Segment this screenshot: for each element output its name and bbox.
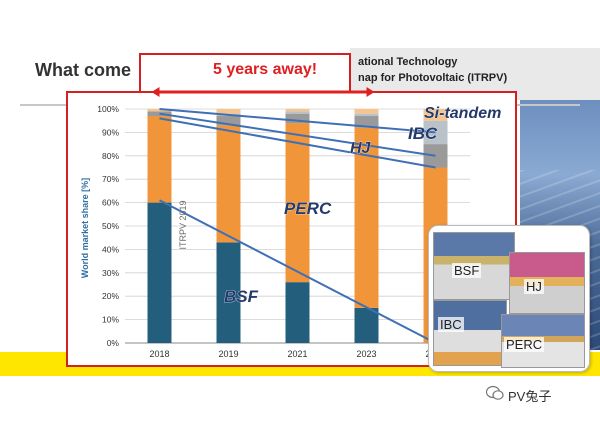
bar-si-tandem-2019 — [216, 109, 241, 114]
bar-si-tandem-2021 — [285, 109, 310, 112]
y-tick-label: 100% — [97, 104, 119, 114]
x-tick-label: 2021 — [287, 349, 307, 359]
y-tick-label: 0% — [107, 338, 120, 348]
callout-text: 5 years away! — [213, 61, 318, 78]
annotation-si-tandem: Si-tandem — [424, 105, 501, 122]
ibc-cell-image: IBC — [433, 300, 507, 366]
trend-line — [159, 199, 436, 344]
hj-cell-image: HJ — [509, 252, 585, 314]
annotation-hj: HJ — [350, 140, 372, 157]
bar-si-tandem-2026 — [423, 109, 448, 121]
roadmap-title-line1: ational Technology — [358, 56, 458, 68]
trend-line — [159, 108, 436, 134]
watermark-text: PV兔子 — [508, 389, 552, 404]
y-tick-label: 80% — [102, 151, 119, 161]
roadmap-title-line2: nap for Photovoltaic (ITRPV) — [358, 72, 508, 84]
bar-perc-2019 — [216, 125, 241, 243]
bar-bsf-2021 — [285, 282, 310, 343]
slide-title: What come — [35, 60, 132, 80]
bar-perc-2021 — [285, 123, 310, 283]
bar-hj-2018 — [147, 111, 172, 117]
bar-si-tandem-2023 — [354, 109, 379, 114]
ibc-cell-label: IBC — [438, 317, 464, 332]
bar-hj-2023 — [354, 116, 379, 128]
bar-bsf-2019 — [216, 242, 241, 343]
y-axis-ticks: 0% 10% 20% 30% 40% 50% 60% 70% 80% 90% 100% — [97, 104, 119, 348]
y-tick-label: 30% — [102, 268, 119, 278]
x-tick-label: 2023 — [356, 349, 376, 359]
x-tick-label: 2018 — [149, 349, 169, 359]
bar-perc-2018 — [147, 116, 172, 203]
bar-hj-2021 — [285, 113, 310, 124]
span-arrow-head-left — [151, 87, 160, 97]
trend-line — [159, 117, 436, 169]
y-tick-label: 90% — [102, 127, 119, 137]
bsf-cell-label: BSF — [452, 263, 482, 278]
y-tick-label: 50% — [102, 221, 119, 231]
hj-cell-label: HJ — [524, 279, 544, 294]
cell-technology-inset: BSF HJ IBC PERC — [428, 225, 590, 372]
y-tick-label: 10% — [102, 315, 119, 325]
y-tick-label: 40% — [102, 244, 119, 254]
y-tick-label: 70% — [102, 174, 119, 184]
span-arrow-head-right — [366, 87, 375, 97]
perc-cell-image: PERC — [501, 314, 585, 368]
bar-si-tandem-2018 — [147, 109, 172, 112]
bsf-cell-image: BSF — [433, 232, 515, 300]
y-axis-label: World market share [%] — [80, 178, 90, 278]
bar-perc-2023 — [354, 127, 379, 308]
bar-ibc-2023 — [354, 113, 379, 117]
perc-cell-label: PERC — [504, 337, 545, 352]
trend-line — [159, 112, 436, 157]
annotation-bsf: BSF — [224, 287, 259, 306]
series-annotations: Si-tandem IBC HJ PERC BSF — [224, 105, 502, 307]
bar-bsf-2023 — [354, 307, 379, 343]
trend-lines — [159, 108, 436, 344]
bar-bsf-2018 — [147, 202, 172, 343]
wechat-icon — [486, 385, 504, 400]
span-arrow — [151, 87, 375, 97]
annotation-ibc: IBC — [408, 124, 438, 143]
annotation-perc: PERC — [284, 199, 332, 218]
bar-hj-2019 — [216, 116, 241, 126]
itrpv-watermark: ITRPV 2019 — [178, 200, 188, 249]
y-tick-label: 60% — [102, 198, 119, 208]
bar-ibc-2021 — [285, 111, 310, 114]
y-tick-label: 20% — [102, 291, 119, 301]
bars — [147, 109, 448, 343]
x-tick-label: 2019 — [218, 349, 238, 359]
